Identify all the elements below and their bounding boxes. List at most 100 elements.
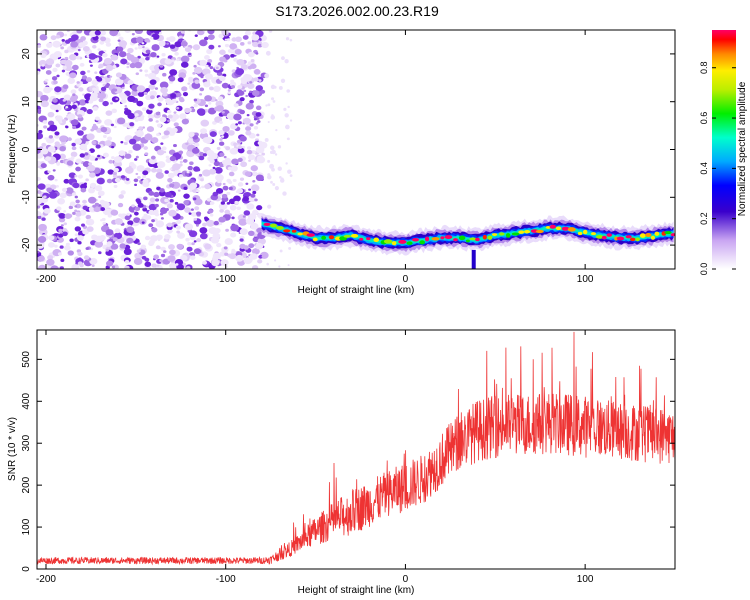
spectrogram-noise-blob bbox=[159, 64, 164, 68]
spectrogram-noise-blob bbox=[62, 137, 66, 141]
spectrogram-noise-blob bbox=[221, 111, 225, 114]
snr-y-tick-label: 100 bbox=[21, 518, 32, 535]
spectrogram-noise-blob bbox=[176, 58, 180, 62]
spectrogram-noise-blob bbox=[275, 128, 278, 132]
spectrogram-noise-blob bbox=[266, 174, 272, 180]
spectrogram-noise-blob bbox=[100, 126, 108, 133]
spectrogram-noise-blob bbox=[102, 83, 106, 87]
spectrogram-noise-blob bbox=[79, 62, 85, 67]
spectrogram-noise-blob bbox=[169, 183, 175, 188]
spectrogram-noise-blob bbox=[135, 172, 139, 176]
spectrogram-noise-blob bbox=[182, 92, 189, 97]
spectrogram-noise-blob bbox=[278, 265, 281, 268]
spectrogram-noise-blob bbox=[215, 66, 219, 70]
spectrogram-noise-blob bbox=[75, 199, 80, 204]
spectrogram-track-peak bbox=[275, 225, 284, 230]
spectrogram-noise-blob bbox=[127, 79, 134, 86]
spectrogram-track-peak bbox=[469, 237, 478, 241]
spectrogram-noise-blob bbox=[189, 182, 198, 189]
spectrogram-noise-blob bbox=[227, 166, 233, 171]
spectrogram-noise-blob bbox=[71, 192, 77, 196]
spectrogram-noise-blob bbox=[198, 173, 203, 177]
spectrogram-noise-blob bbox=[101, 201, 110, 209]
spectrogram-noise-blob bbox=[137, 55, 141, 59]
spectrogram-noise-blob bbox=[183, 186, 188, 191]
spectrogram-x-tick-label: -200 bbox=[36, 274, 56, 285]
spectrogram-noise-blob bbox=[255, 105, 262, 111]
spectrogram-noise-blob bbox=[72, 211, 76, 215]
spectrogram-noise-blob bbox=[97, 190, 105, 197]
spectrogram-noise-blob bbox=[89, 155, 96, 161]
spectrogram-noise-blob bbox=[257, 259, 263, 264]
spectrogram-noise-blob bbox=[164, 234, 171, 240]
spectrogram-noise-blob bbox=[248, 159, 251, 162]
snr-frame bbox=[36, 329, 676, 570]
snr-panel: -200 -100 0 100 0 100 200 300 400 500 Height of … bbox=[7, 329, 676, 596]
spectrogram-noise-blob bbox=[143, 91, 148, 96]
spectrogram-noise-blob bbox=[94, 185, 103, 192]
spectrogram-noise-blob bbox=[37, 176, 41, 182]
spectrogram-noise-blob bbox=[196, 238, 202, 243]
spectrogram-track-peak bbox=[582, 229, 588, 235]
snr-y-ticks: 0 100 200 300 400 500 bbox=[21, 351, 675, 572]
spectrogram-noise-blob bbox=[127, 47, 134, 54]
spectrogram-noise-blob bbox=[144, 261, 152, 267]
spectrogram-noise-blob bbox=[212, 252, 221, 260]
spectrogram-noise-blob bbox=[102, 134, 107, 138]
spectrogram-noise-blob bbox=[147, 72, 157, 80]
spectrogram-content bbox=[37, 30, 675, 269]
spectrogram-noise-blob bbox=[253, 125, 259, 130]
spectrogram-noise-blob bbox=[68, 54, 77, 61]
spectrogram-noise-blob bbox=[107, 169, 114, 175]
spectrogram-noise-blob bbox=[72, 125, 77, 130]
spectrogram-noise-blob bbox=[144, 235, 151, 241]
spectrogram-noise-blob bbox=[74, 233, 79, 237]
spectrogram-noise-blob bbox=[149, 36, 154, 40]
spectrogram-noise-blob bbox=[154, 87, 159, 90]
spectrogram-noise-blob bbox=[228, 253, 237, 260]
spectrogram-y-label: Frequency (Hz) bbox=[7, 115, 18, 184]
spectrogram-noise-blob bbox=[188, 76, 194, 82]
spectrogram-noise-blob bbox=[134, 47, 138, 50]
spectrogram-noise-blob bbox=[39, 34, 48, 41]
spectrogram-x-tick-label: -100 bbox=[216, 274, 236, 285]
spectrogram-noise-blob bbox=[105, 110, 113, 116]
spectrogram-noise-blob bbox=[38, 129, 43, 134]
spectrogram-noise-blob bbox=[66, 30, 70, 33]
spectrogram-noise-blob bbox=[86, 133, 95, 141]
spectrogram-noise-blob bbox=[156, 123, 162, 128]
spectrogram-noise-blob bbox=[193, 248, 202, 255]
spectrogram-noise-blob bbox=[260, 89, 266, 94]
spectrogram-noise-blob bbox=[225, 146, 231, 151]
spectrogram-x-ticks: -200 -100 0 100 bbox=[36, 30, 594, 285]
spectrogram-noise-blob bbox=[136, 100, 144, 107]
snr-x-tick-label: 100 bbox=[577, 574, 594, 585]
spectrogram-noise-blob bbox=[213, 85, 221, 93]
spectrogram-noise-blob bbox=[228, 171, 235, 177]
spectrogram-noise-blob bbox=[105, 229, 114, 236]
spectrogram-noise-blob bbox=[219, 49, 226, 55]
spectrogram-noise-blob bbox=[171, 181, 181, 189]
spectrogram-noise-blob bbox=[76, 30, 83, 34]
spectrogram-noise-blob bbox=[68, 205, 74, 210]
spectrogram-noise-blob bbox=[155, 245, 161, 250]
spectrogram-noise-blob bbox=[159, 116, 167, 123]
spectrogram-noise-blob bbox=[63, 94, 71, 101]
spectrogram-noise-blob bbox=[166, 37, 171, 41]
spectrogram-noise-blob bbox=[66, 160, 74, 166]
spectrogram-noise-blob bbox=[184, 207, 191, 213]
spectrogram-noise-blob bbox=[175, 225, 181, 230]
spectrogram-noise-blob bbox=[199, 87, 205, 92]
spectrogram-noise-blob bbox=[58, 228, 63, 233]
spectrogram-noise-blob bbox=[109, 75, 113, 78]
spectrogram-noise-blob bbox=[108, 159, 114, 164]
spectrogram-noise-blob bbox=[111, 145, 115, 149]
spectrogram-noise-blob bbox=[233, 142, 238, 147]
spectrogram-noise-blob bbox=[38, 223, 47, 232]
spectrogram-track-peak bbox=[465, 239, 470, 243]
spectrogram-noise-blob bbox=[74, 138, 82, 145]
spectrogram-noise-blob bbox=[155, 172, 164, 179]
snr-x-tick-label: -200 bbox=[36, 574, 56, 585]
snr-series-line bbox=[37, 331, 675, 566]
spectrogram-y-tick-label: 10 bbox=[21, 96, 32, 108]
